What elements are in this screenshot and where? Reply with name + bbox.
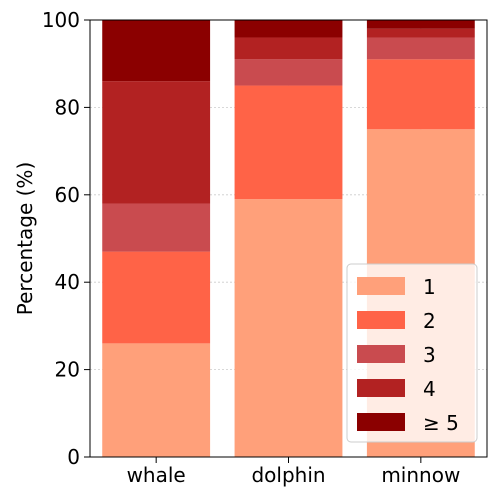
bar-segment (366, 37, 475, 60)
legend-swatch (357, 413, 405, 431)
bar-segment (102, 251, 211, 344)
x-tick-label: minnow (381, 463, 460, 487)
y-axis: 0 20 40 60 80 100 (42, 8, 90, 469)
bar-segment (234, 59, 343, 86)
bar-segment (102, 203, 211, 252)
legend-label: 2 (423, 309, 436, 333)
x-tick-label: dolphin (251, 463, 325, 487)
y-tick-label: 80 (55, 95, 80, 119)
y-tick-label: 0 (67, 445, 80, 469)
legend-box (346, 263, 478, 443)
bar-segment (102, 81, 211, 204)
y-tick-label: 40 (55, 270, 80, 294)
bar-segment (102, 20, 211, 82)
bar-segment (102, 343, 211, 457)
bar-segment (366, 59, 475, 130)
legend-label: 1 (423, 275, 436, 299)
bar-segment (234, 37, 343, 60)
legend-swatch (357, 345, 405, 363)
legend-label: 4 (423, 377, 436, 401)
bar-segment (234, 85, 343, 200)
legend: 1 2 3 4 ≥ 5 (346, 263, 478, 443)
legend-label: 3 (423, 343, 436, 367)
bar-segment (366, 20, 475, 29)
bar-segment (234, 199, 343, 458)
bar-segment (366, 28, 475, 38)
bar-segment (234, 20, 343, 38)
legend-swatch (357, 379, 405, 397)
legend-swatch (357, 311, 405, 329)
y-tick-label: 20 (55, 358, 80, 382)
legend-label: ≥ 5 (423, 411, 459, 435)
y-tick-label: 100 (42, 8, 80, 32)
y-axis-title: Percentage (%) (13, 162, 37, 315)
y-tick-label: 60 (55, 183, 80, 207)
x-axis: whale dolphin minnow (127, 457, 460, 487)
legend-swatch (357, 277, 405, 295)
x-tick-label: whale (127, 463, 186, 487)
